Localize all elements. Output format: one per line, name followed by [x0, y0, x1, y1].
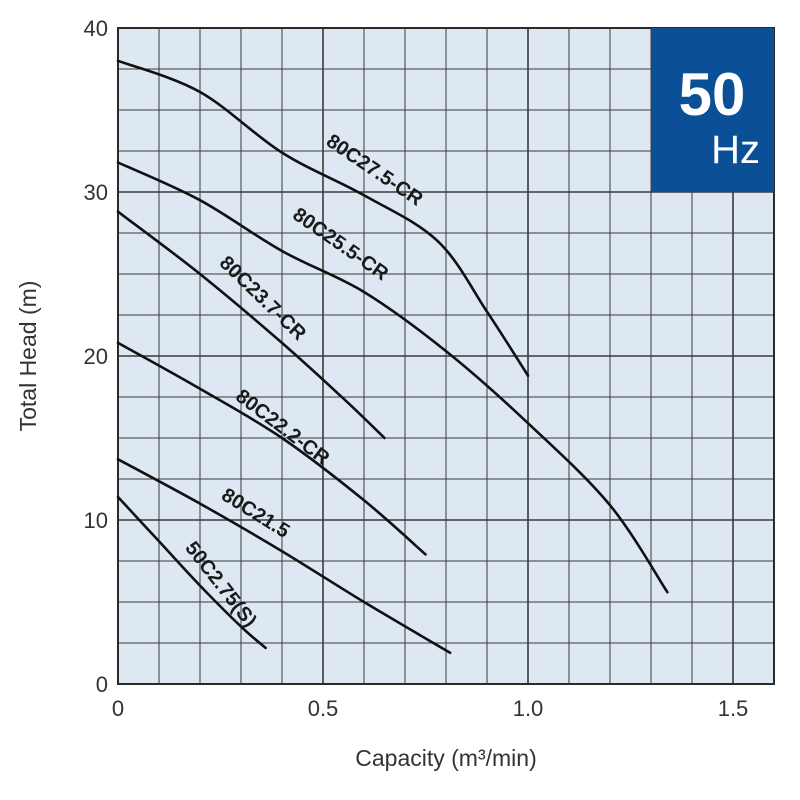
frequency-unit: Hz — [711, 128, 760, 172]
series-group — [116, 59, 669, 655]
series-line-80c21-5 — [116, 458, 452, 655]
y-axis-label: Total Head (m) — [15, 281, 41, 432]
x-tick-label: 0 — [112, 696, 124, 721]
series-line-80c22-2-cr — [116, 341, 427, 556]
grid — [118, 28, 774, 684]
series-line-80c23-7-cr — [116, 210, 386, 440]
frequency-value: 50 — [679, 61, 746, 128]
y-axis-ticks: 0 10 20 30 40 — [84, 16, 108, 697]
y-tick-label: 10 — [84, 508, 108, 533]
frequency-badge-bg — [651, 28, 774, 192]
frequency-badge: 50 Hz — [651, 28, 774, 192]
y-tick-label: 0 — [96, 672, 108, 697]
plot-frame — [117, 27, 775, 685]
series-line-50c2-75-s- — [116, 495, 267, 650]
x-tick-label: 1.5 — [718, 696, 749, 721]
x-axis-label: Capacity (m³/min) — [355, 745, 536, 771]
y-tick-label: 30 — [84, 180, 108, 205]
series-line-80c27-5-cr — [116, 59, 530, 377]
x-tick-label: 0.5 — [308, 696, 339, 721]
x-axis-ticks: 0 0.5 1.0 1.5 — [112, 696, 748, 721]
y-tick-label: 40 — [84, 16, 108, 41]
series-line-80c25-5-cr — [116, 161, 669, 594]
y-tick-label: 20 — [84, 344, 108, 369]
x-tick-label: 1.0 — [513, 696, 544, 721]
